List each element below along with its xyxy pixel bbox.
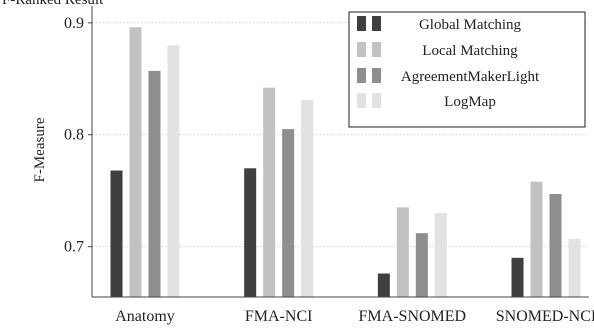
bar: [148, 70, 161, 298]
legend-label: AgreementMakerLight: [401, 69, 540, 85]
bar: [301, 100, 314, 297]
y-tick-labels: 0.7 0.8 0.9: [64, 15, 84, 256]
legend-swatch: [357, 16, 366, 31]
bar: [129, 27, 142, 298]
bar: [282, 129, 295, 297]
legend: Global Matching Local Matching AgreementMa…: [348, 11, 586, 128]
chart-title-fragment: F-Ranked Result: [2, 0, 104, 8]
y-axis-label: F-Measure: [32, 117, 48, 182]
x-tick-label: FMA-NCI: [245, 308, 313, 325]
bar: [263, 87, 276, 297]
x-tick-label: Anatomy: [115, 308, 175, 325]
bar: [244, 168, 257, 297]
legend-label: LogMap: [444, 94, 496, 110]
bar: [415, 233, 428, 297]
x-tick-label: FMA-SNOMED: [359, 308, 467, 325]
bar: [110, 170, 123, 297]
bar: [568, 238, 581, 297]
bar: [549, 194, 562, 297]
legend-swatch: [357, 42, 366, 57]
y-tick-label: 0.8: [64, 127, 84, 144]
axes: [91, 6, 589, 298]
legend-swatch: [372, 68, 381, 83]
legend-swatch: [372, 42, 381, 57]
legend-swatch: [372, 93, 381, 108]
legend-swatch: [372, 16, 381, 31]
bar: [511, 257, 524, 297]
bar: [434, 213, 447, 297]
legend-label: Local Matching: [422, 43, 518, 59]
bar: [396, 207, 409, 297]
legend-swatch: [357, 93, 366, 108]
legend-box: [348, 11, 586, 128]
x-tick-label: SNOMED-NCI: [496, 308, 594, 325]
bar: [530, 181, 543, 297]
bar: [167, 45, 180, 297]
y-tick-label: 0.7: [64, 239, 84, 256]
bar: [377, 273, 390, 297]
y-tick-label: 0.9: [64, 15, 84, 32]
legend-swatch: [357, 68, 366, 83]
bars: [110, 27, 581, 298]
x-tick-labels: Anatomy FMA-NCI FMA-SNOMED SNOMED-NCI: [115, 308, 594, 325]
legend-label: Global Matching: [419, 17, 522, 33]
